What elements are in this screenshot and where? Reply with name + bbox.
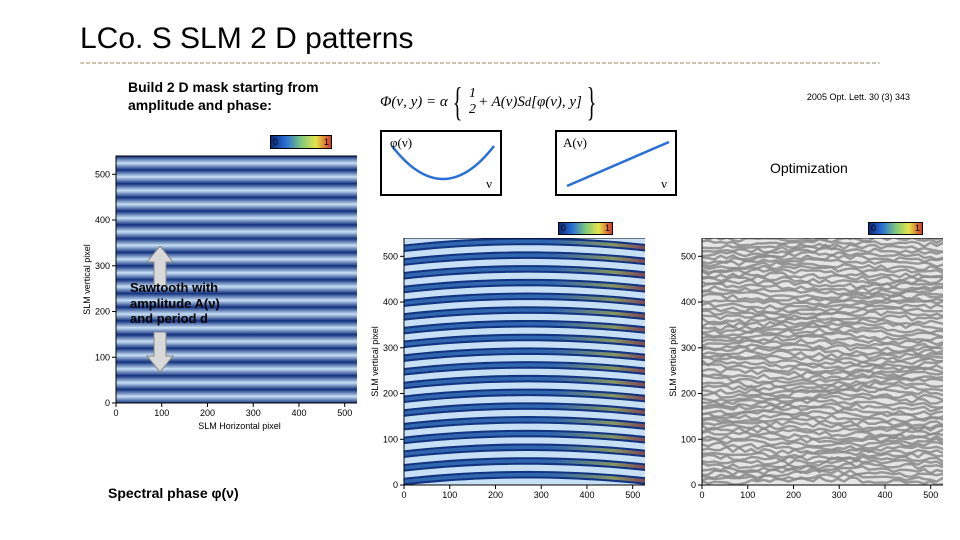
formula-brace: { bbox=[453, 84, 463, 120]
formula-row2-rest: + A(ν)S bbox=[478, 94, 525, 111]
svg-text:500: 500 bbox=[337, 408, 352, 418]
svg-text:100: 100 bbox=[740, 490, 755, 498]
colorbar-panel3: 0 1 bbox=[868, 222, 923, 235]
mini-phase-axis: ν bbox=[486, 176, 492, 192]
svg-text:100: 100 bbox=[383, 434, 398, 444]
svg-text:0: 0 bbox=[105, 398, 110, 408]
svg-text:200: 200 bbox=[383, 389, 398, 399]
page-title: LCo. S SLM 2 D patterns bbox=[80, 22, 414, 56]
mini-amp-axis: ν bbox=[661, 176, 667, 192]
colorbar-top-lo: 0 bbox=[273, 137, 278, 147]
svg-text:300: 300 bbox=[832, 490, 847, 498]
svg-text:0: 0 bbox=[113, 408, 118, 418]
title-underline bbox=[80, 62, 880, 64]
svg-text:0: 0 bbox=[401, 490, 406, 498]
svg-text:100: 100 bbox=[681, 434, 696, 444]
formula-lhs: Φ(ν, y) = α bbox=[380, 94, 448, 111]
colorbar-panel2-hi: 1 bbox=[605, 223, 610, 233]
mini-amp-panel: A(ν) ν bbox=[555, 130, 677, 196]
svg-text:400: 400 bbox=[681, 297, 696, 307]
svg-text:500: 500 bbox=[95, 169, 110, 179]
formula-brace-r: } bbox=[587, 84, 597, 120]
sawtooth-label: Sawtooth with amplitude A(ν) and period … bbox=[130, 280, 280, 327]
svg-text:SLM vertical pixel: SLM vertical pixel bbox=[668, 326, 678, 397]
svg-text:400: 400 bbox=[877, 490, 892, 498]
svg-text:200: 200 bbox=[786, 490, 801, 498]
svg-text:0: 0 bbox=[691, 480, 696, 490]
svg-text:400: 400 bbox=[383, 297, 398, 307]
svg-text:200: 200 bbox=[681, 389, 696, 399]
colorbar-panel3-hi: 1 bbox=[915, 223, 920, 233]
svg-text:300: 300 bbox=[534, 490, 549, 498]
svg-text:300: 300 bbox=[95, 261, 110, 271]
formula-row2-prefix: 2 bbox=[469, 102, 476, 117]
svg-text:400: 400 bbox=[95, 215, 110, 225]
spectral-phase-label: Spectral phase φ(ν) bbox=[108, 485, 239, 501]
optimization-label: Optimization bbox=[770, 160, 848, 176]
svg-text:300: 300 bbox=[681, 343, 696, 353]
colorbar-panel2: 0 1 bbox=[558, 222, 613, 235]
slm-panel-2: 01002003004005000100200300400500SLM Hori… bbox=[370, 238, 645, 498]
svg-text:500: 500 bbox=[383, 251, 398, 261]
formula-row2-tail: [φ(ν), y] bbox=[531, 94, 582, 111]
svg-text:100: 100 bbox=[154, 408, 169, 418]
svg-text:300: 300 bbox=[383, 343, 398, 353]
svg-text:100: 100 bbox=[95, 352, 110, 362]
svg-text:500: 500 bbox=[625, 490, 640, 498]
svg-text:500: 500 bbox=[681, 251, 696, 261]
svg-text:400: 400 bbox=[579, 490, 594, 498]
svg-text:SLM vertical pixel: SLM vertical pixel bbox=[82, 244, 92, 315]
svg-text:400: 400 bbox=[291, 408, 306, 418]
svg-text:SLM Horizontal pixel: SLM Horizontal pixel bbox=[198, 421, 281, 431]
svg-text:0: 0 bbox=[699, 490, 704, 498]
colorbar-top: 0 1 bbox=[270, 135, 332, 149]
formula: Φ(ν, y) = α { 1 2 + A(ν)Sd[φ(ν), y] } bbox=[380, 80, 660, 124]
svg-text:300: 300 bbox=[246, 408, 261, 418]
svg-text:SLM vertical pixel: SLM vertical pixel bbox=[370, 326, 380, 397]
mini-amp-label: A(ν) bbox=[563, 135, 587, 151]
slm-panel-3: 01002003004005000100200300400500SLM Hori… bbox=[668, 238, 943, 498]
subtitle: Build 2 D mask starting from amplitude a… bbox=[128, 78, 319, 114]
colorbar-panel2-lo: 0 bbox=[561, 223, 566, 233]
svg-text:200: 200 bbox=[95, 307, 110, 317]
svg-text:500: 500 bbox=[923, 490, 938, 498]
mini-phase-label: φ(ν) bbox=[390, 135, 412, 151]
mini-phase-panel: φ(ν) ν bbox=[380, 130, 502, 196]
svg-text:200: 200 bbox=[200, 408, 215, 418]
formula-row1: 1 bbox=[469, 86, 476, 102]
citation-text: 2005 Opt. Lett. 30 (3) 343 bbox=[807, 92, 910, 102]
svg-text:200: 200 bbox=[488, 490, 503, 498]
svg-text:0: 0 bbox=[393, 480, 398, 490]
arrow-down-icon bbox=[145, 332, 175, 372]
colorbar-panel3-lo: 0 bbox=[871, 223, 876, 233]
colorbar-top-hi: 1 bbox=[324, 137, 329, 147]
svg-text:100: 100 bbox=[442, 490, 457, 498]
